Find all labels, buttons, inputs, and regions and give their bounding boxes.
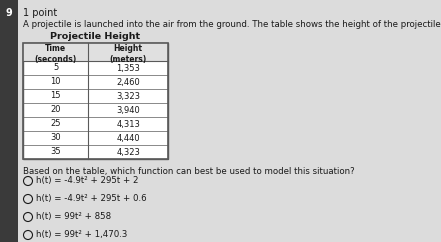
Text: h(t) = -4.9t² + 295t + 0.6: h(t) = -4.9t² + 295t + 0.6 — [37, 195, 147, 204]
Text: 4,323: 4,323 — [116, 148, 140, 157]
Bar — [23, 43, 168, 159]
Text: 4,440: 4,440 — [116, 134, 140, 143]
Text: 3,940: 3,940 — [116, 106, 140, 114]
Bar — [0, 0, 18, 242]
Text: 20: 20 — [50, 106, 61, 114]
Text: h(t) = 99t² + 1,470.3: h(t) = 99t² + 1,470.3 — [37, 230, 128, 240]
Text: Time
(seconds): Time (seconds) — [34, 44, 77, 64]
Text: 3,323: 3,323 — [116, 91, 140, 100]
Text: Height
(meters): Height (meters) — [109, 44, 147, 64]
Text: 1 point: 1 point — [23, 8, 57, 18]
Text: 25: 25 — [50, 120, 61, 129]
Text: 9: 9 — [6, 8, 12, 18]
Text: 35: 35 — [50, 148, 61, 157]
Text: 4,313: 4,313 — [116, 120, 140, 129]
Text: 1,353: 1,353 — [116, 63, 140, 73]
Text: h(t) = 99t² + 858: h(t) = 99t² + 858 — [37, 212, 112, 221]
Text: 5: 5 — [53, 63, 58, 73]
Text: Projectile Height: Projectile Height — [50, 32, 141, 41]
Text: 15: 15 — [50, 91, 61, 100]
Text: A projectile is launched into the air from the ground. The table shows the heigh: A projectile is launched into the air fr… — [23, 20, 441, 29]
Bar — [23, 43, 168, 61]
Text: 30: 30 — [50, 134, 61, 143]
Text: 2,460: 2,460 — [116, 77, 140, 86]
Text: Based on the table, which function can best be used to model this situation?: Based on the table, which function can b… — [23, 167, 355, 176]
Text: 10: 10 — [50, 77, 61, 86]
Text: h(t) = -4.9t² + 295t + 2: h(t) = -4.9t² + 295t + 2 — [37, 176, 139, 186]
Bar — [23, 43, 168, 159]
